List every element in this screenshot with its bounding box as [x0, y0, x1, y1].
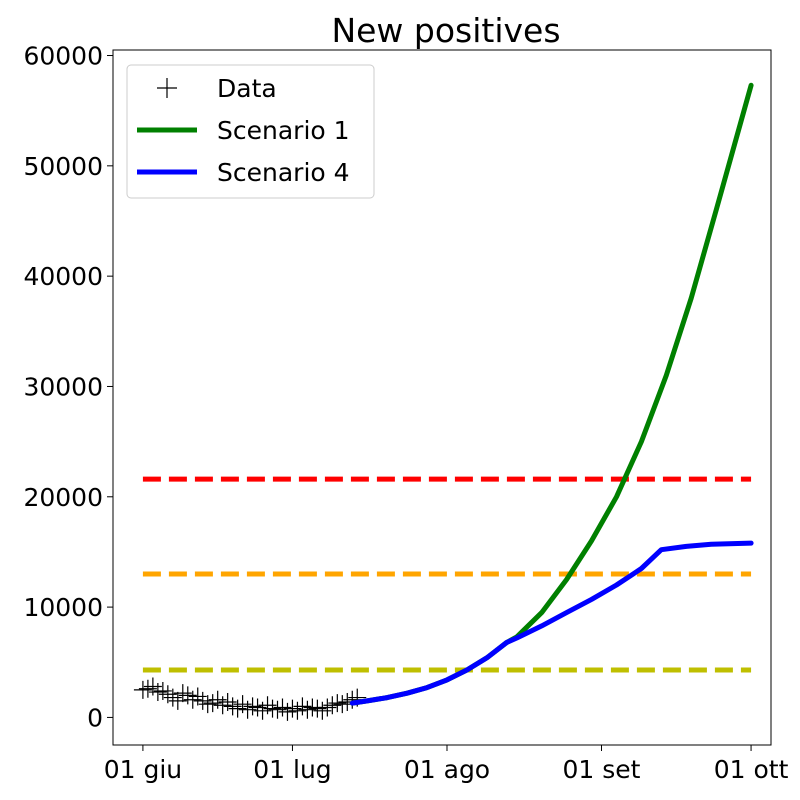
y-tick-label: 20000	[23, 483, 103, 512]
data-point	[258, 696, 277, 715]
data-point	[308, 699, 327, 718]
data-point	[148, 683, 167, 702]
data-point	[218, 692, 237, 711]
data-point	[178, 686, 197, 705]
data-point	[158, 685, 177, 704]
data-point	[188, 687, 207, 706]
data-point	[223, 697, 242, 716]
x-tick-label: 01 ott	[714, 755, 789, 784]
legend-label: Data	[217, 74, 277, 103]
data-point	[173, 684, 192, 703]
data-point	[193, 691, 212, 710]
data-point	[318, 698, 337, 717]
data-point	[203, 694, 222, 713]
data-point	[228, 699, 247, 718]
data-point	[238, 700, 257, 719]
data-point	[328, 694, 347, 713]
data-point	[333, 695, 352, 714]
data-point	[243, 697, 262, 716]
data-point	[313, 701, 332, 720]
data-point	[133, 680, 152, 699]
x-tick-label: 01 lug	[253, 755, 331, 784]
data-point	[263, 699, 282, 718]
legend-label: Scenario 4	[217, 158, 350, 187]
data-point	[183, 690, 202, 709]
legend-marker-data	[157, 78, 177, 98]
x-tick-label: 01 ago	[404, 755, 490, 784]
data-point	[298, 700, 317, 719]
data-point	[283, 699, 302, 718]
data-point	[273, 698, 292, 717]
y-tick-label: 40000	[23, 262, 103, 291]
data-point	[138, 679, 157, 698]
y-tick-label: 10000	[23, 593, 103, 622]
legend-label: Scenario 1	[217, 116, 350, 145]
data-point	[198, 695, 217, 714]
chart-title: New positives	[331, 11, 560, 50]
series-line-scenario-4	[349, 540, 754, 706]
data-point	[323, 696, 342, 715]
x-tick-label: 01 set	[563, 755, 641, 784]
legend-box	[126, 64, 375, 199]
data-point	[168, 691, 187, 710]
data-point	[293, 697, 312, 716]
data-point	[163, 688, 182, 707]
data-point	[278, 702, 297, 721]
y-tick-label: 30000	[23, 372, 103, 401]
y-tick-label: 0	[87, 703, 103, 732]
plot-frame	[112, 49, 772, 746]
y-tick-label: 60000	[23, 42, 103, 71]
data-point	[268, 700, 287, 719]
x-tick-label: 01 giu	[104, 755, 182, 784]
data-point	[288, 701, 307, 720]
data-point	[248, 698, 267, 717]
data-point	[213, 696, 232, 715]
legend: Data Scenario 1 Scenario 4	[126, 64, 375, 199]
y-tick-label: 50000	[23, 152, 103, 181]
data-point	[153, 681, 172, 700]
